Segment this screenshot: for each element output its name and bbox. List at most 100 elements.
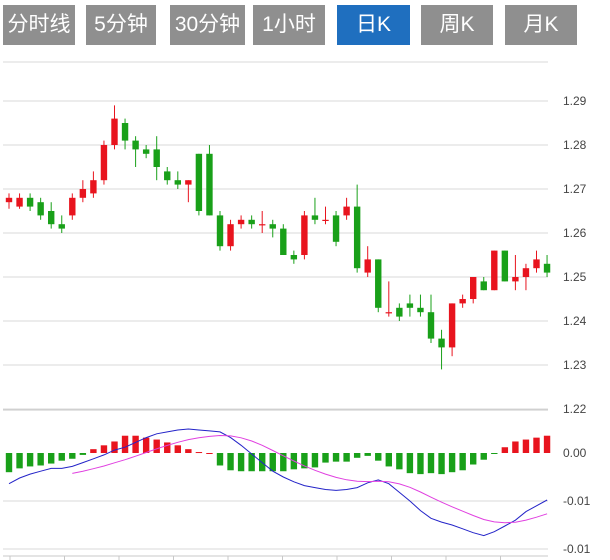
tab-weekly-k[interactable]: 周K <box>421 5 493 45</box>
candle-body <box>427 312 435 339</box>
price-tick-label: 1.23 <box>563 358 587 372</box>
candle-body <box>121 123 129 141</box>
macd-histogram-bar <box>438 453 445 475</box>
candle-body <box>385 312 392 314</box>
candle-body <box>533 259 540 269</box>
candle-body <box>417 307 424 313</box>
macd-histogram-bar <box>16 453 23 469</box>
candle-body <box>237 219 245 225</box>
candle-body <box>206 153 213 216</box>
candle-body <box>37 202 44 216</box>
candle-body <box>216 215 224 247</box>
candle-body <box>153 149 160 167</box>
tab-1hour[interactable]: 1小时 <box>253 5 325 45</box>
candle-body <box>343 206 350 216</box>
candle-body <box>290 255 298 260</box>
candle-body <box>438 338 445 348</box>
candle-body <box>259 224 266 226</box>
macd-histogram-bar <box>5 453 13 473</box>
candle-body <box>48 211 55 225</box>
macd-tick-label: -0.01 <box>563 494 591 508</box>
macd-histogram-bar <box>280 453 287 472</box>
macd-histogram-bar <box>206 453 213 454</box>
macd-histogram-bar <box>543 435 551 453</box>
candle-body <box>100 145 108 181</box>
macd-histogram-bar <box>100 445 108 453</box>
candle-body <box>90 180 97 194</box>
candle-body <box>280 228 287 255</box>
price-tick-label: 1.27 <box>563 182 587 196</box>
candle-body <box>174 180 181 185</box>
candle-body <box>311 215 319 220</box>
macd-histogram-bar <box>185 449 192 453</box>
macd-histogram-bar <box>448 453 456 473</box>
macd-histogram-bar <box>343 453 350 462</box>
price-tick-label: 1.25 <box>563 270 587 284</box>
macd-histogram-bar <box>427 453 435 474</box>
macd-histogram-bar <box>79 453 87 455</box>
macd-histogram-bar <box>142 437 150 453</box>
price-tick-label: 1.29 <box>563 94 587 108</box>
macd-histogram-bar <box>480 453 487 460</box>
macd-histogram-bar <box>69 453 76 459</box>
macd-histogram-bar <box>164 442 171 453</box>
macd-tick-label: -0.01 <box>563 542 591 556</box>
tab-daily-k[interactable]: 日K <box>337 5 410 45</box>
candle-body <box>543 263 551 273</box>
candle-body <box>16 197 23 207</box>
macd-histogram-bar <box>385 453 392 467</box>
macd-histogram-bar <box>311 453 319 468</box>
macd-histogram-bar <box>332 453 340 462</box>
price-tick-label: 1.24 <box>563 314 587 328</box>
candle-body <box>164 171 171 181</box>
macd-histogram-bar <box>37 453 44 466</box>
tab-30min[interactable]: 30分钟 <box>170 5 245 45</box>
candle-body <box>227 224 234 247</box>
tab-5min[interactable]: 5分钟 <box>86 5 156 45</box>
period-tab-bar: 分时线 5分钟 30分钟 1小时 日K 周K 月K <box>0 0 610 48</box>
macd-tick-label: 0.00 <box>563 446 587 460</box>
macd-histogram-bar <box>237 453 245 472</box>
tab-intraday[interactable]: 分时线 <box>3 5 75 45</box>
candle-body <box>322 219 329 221</box>
dea-line <box>72 434 548 524</box>
price-tick-label: 1.26 <box>563 226 587 240</box>
macd-histogram-bar <box>121 435 129 453</box>
candle-body <box>364 259 371 273</box>
macd-histogram-bar <box>406 453 414 474</box>
macd-histogram-bar <box>216 453 224 466</box>
tab-monthly-k[interactable]: 月K <box>505 5 577 45</box>
macd-histogram-bar <box>248 453 255 472</box>
price-tick-label: 1.28 <box>563 138 587 152</box>
macd-histogram-bar <box>396 453 403 470</box>
candle-body <box>406 303 414 308</box>
price-tick-label: 1.22 <box>563 402 587 416</box>
macd-histogram-bar <box>322 453 329 463</box>
macd-histogram-bar <box>417 453 424 475</box>
candle-body <box>185 180 192 185</box>
macd-histogram-bar <box>26 453 34 467</box>
macd-histogram-bar <box>353 453 361 458</box>
macd-histogram-bar <box>512 441 519 453</box>
macd-histogram-bar <box>195 452 203 454</box>
macd-histogram-bar <box>375 453 382 461</box>
candle-body <box>79 189 87 198</box>
macd-histogram-bar <box>533 437 540 453</box>
candle-body <box>512 277 519 282</box>
candle-body <box>111 118 118 145</box>
macd-histogram-bar <box>153 439 160 453</box>
macd-histogram-bar <box>459 453 466 471</box>
candle-body <box>142 149 150 154</box>
macd-histogram-bar <box>470 453 477 465</box>
macd-histogram-bar <box>48 453 55 464</box>
macd-histogram-bar <box>364 453 371 456</box>
macd-histogram-bar <box>132 435 139 453</box>
candle-body <box>522 268 530 277</box>
candle-body <box>332 215 340 242</box>
macd-histogram-bar <box>269 453 276 472</box>
candle-body <box>269 224 276 229</box>
macd-histogram-bar <box>90 449 97 453</box>
macd-histogram-bar <box>227 453 234 471</box>
candle-body <box>69 197 76 216</box>
